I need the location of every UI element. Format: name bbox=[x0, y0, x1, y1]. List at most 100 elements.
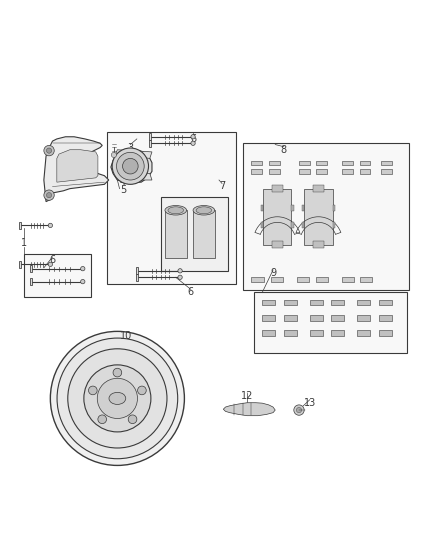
Bar bbox=[313, 185, 324, 192]
Bar bbox=[332, 222, 335, 229]
Bar bbox=[357, 330, 371, 336]
Text: 10: 10 bbox=[120, 330, 132, 341]
Polygon shape bbox=[57, 150, 98, 182]
Circle shape bbox=[81, 266, 85, 271]
Bar bbox=[379, 300, 392, 305]
Bar bbox=[342, 277, 354, 281]
Bar bbox=[136, 274, 138, 281]
Bar bbox=[269, 169, 279, 174]
Circle shape bbox=[46, 192, 52, 198]
Ellipse shape bbox=[196, 207, 212, 214]
Bar bbox=[302, 205, 304, 211]
Circle shape bbox=[68, 349, 167, 448]
Bar bbox=[251, 160, 262, 165]
Bar bbox=[291, 205, 293, 211]
Bar bbox=[106, 132, 236, 284]
Bar bbox=[357, 315, 371, 320]
Polygon shape bbox=[223, 403, 275, 416]
Bar bbox=[342, 169, 353, 174]
Text: 13: 13 bbox=[304, 398, 316, 408]
Circle shape bbox=[44, 146, 54, 156]
Circle shape bbox=[297, 407, 302, 413]
Text: 6: 6 bbox=[49, 255, 56, 265]
Bar bbox=[357, 300, 371, 305]
Bar bbox=[332, 315, 344, 320]
Bar bbox=[381, 169, 392, 174]
Bar bbox=[262, 315, 275, 320]
Bar bbox=[360, 169, 371, 174]
Bar bbox=[272, 185, 283, 192]
Circle shape bbox=[84, 365, 151, 432]
Polygon shape bbox=[115, 150, 152, 158]
Bar bbox=[284, 300, 297, 305]
Bar bbox=[136, 268, 138, 274]
Circle shape bbox=[191, 141, 195, 146]
Bar bbox=[193, 211, 215, 258]
Bar bbox=[149, 133, 151, 140]
Circle shape bbox=[81, 279, 85, 284]
Bar bbox=[30, 278, 32, 285]
Circle shape bbox=[128, 415, 137, 424]
Circle shape bbox=[98, 415, 106, 424]
Polygon shape bbox=[111, 151, 152, 182]
Bar bbox=[316, 169, 327, 174]
Bar bbox=[316, 277, 328, 281]
Bar bbox=[379, 330, 392, 336]
Text: 7: 7 bbox=[219, 182, 225, 191]
Bar bbox=[262, 300, 275, 305]
Bar bbox=[272, 241, 283, 248]
Bar bbox=[332, 300, 344, 305]
Circle shape bbox=[88, 386, 97, 395]
Bar bbox=[360, 160, 371, 165]
Bar bbox=[284, 330, 297, 336]
Bar bbox=[262, 330, 275, 336]
Bar bbox=[251, 169, 262, 174]
Circle shape bbox=[294, 405, 304, 415]
Bar bbox=[342, 160, 353, 165]
Bar bbox=[271, 277, 283, 281]
Bar bbox=[332, 205, 335, 211]
Bar bbox=[291, 222, 293, 229]
Bar bbox=[313, 241, 324, 248]
Bar bbox=[381, 160, 392, 165]
Text: 3: 3 bbox=[127, 143, 134, 152]
Text: 4: 4 bbox=[120, 177, 126, 187]
Bar bbox=[304, 189, 332, 245]
Circle shape bbox=[57, 338, 178, 459]
Bar bbox=[332, 330, 344, 336]
Circle shape bbox=[44, 190, 54, 200]
Bar bbox=[25, 254, 92, 297]
Bar bbox=[19, 222, 21, 229]
Bar bbox=[284, 315, 297, 320]
Bar bbox=[263, 189, 291, 245]
Bar bbox=[149, 140, 151, 147]
Ellipse shape bbox=[193, 206, 215, 215]
Ellipse shape bbox=[109, 392, 126, 405]
Bar bbox=[161, 197, 228, 271]
Bar bbox=[310, 300, 323, 305]
Text: 5: 5 bbox=[120, 185, 126, 195]
Bar bbox=[360, 277, 372, 281]
Circle shape bbox=[48, 223, 53, 228]
Bar bbox=[316, 160, 327, 165]
Circle shape bbox=[113, 368, 122, 377]
Bar bbox=[19, 261, 21, 268]
Circle shape bbox=[178, 275, 182, 279]
Text: 9: 9 bbox=[270, 268, 276, 278]
Text: 6: 6 bbox=[190, 134, 196, 144]
Bar bbox=[261, 205, 263, 211]
Bar bbox=[299, 169, 310, 174]
Bar bbox=[310, 315, 323, 320]
Circle shape bbox=[48, 262, 53, 266]
Circle shape bbox=[138, 386, 146, 395]
Text: 12: 12 bbox=[241, 391, 253, 401]
Bar bbox=[261, 222, 263, 229]
Text: 8: 8 bbox=[281, 145, 287, 155]
Bar bbox=[310, 330, 323, 336]
Circle shape bbox=[50, 332, 184, 465]
Bar bbox=[299, 160, 310, 165]
Bar bbox=[243, 143, 409, 290]
Ellipse shape bbox=[168, 207, 184, 214]
Circle shape bbox=[123, 158, 138, 174]
Bar bbox=[251, 277, 264, 281]
